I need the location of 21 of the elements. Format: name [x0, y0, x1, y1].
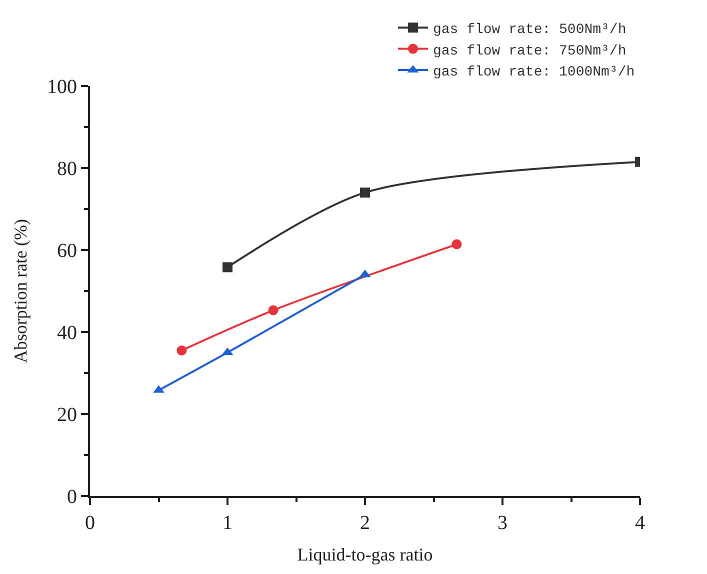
y-tick-label: 80	[57, 158, 77, 180]
point	[268, 305, 278, 316]
x-tick-label: 0	[85, 512, 95, 534]
y-tick-label: 20	[57, 404, 77, 426]
legend-label: gas flow rate: 500Nm³/h	[433, 22, 626, 38]
x-tick-label: 4	[635, 512, 645, 534]
y-tick-label: 100	[47, 76, 77, 98]
x-tick-label: 3	[498, 512, 508, 534]
x-tick-label: 2	[360, 512, 370, 534]
y-tick-label: 40	[57, 322, 77, 344]
legend-label: gas flow rate: 1000Nm³/h	[433, 64, 635, 80]
legend-label: gas flow rate: 750Nm³/h	[433, 43, 626, 60]
x-tick-label: 1	[222, 512, 232, 534]
y-tick-label: 60	[57, 240, 77, 262]
point	[176, 345, 187, 356]
point	[452, 239, 462, 250]
y-axis-title: Absorption rate (%)	[10, 219, 31, 363]
x-axis-title: Liquid-to-gas ratio	[297, 544, 433, 565]
y-tick-label: 0	[67, 486, 77, 508]
point	[360, 188, 370, 198]
point	[222, 262, 232, 272]
